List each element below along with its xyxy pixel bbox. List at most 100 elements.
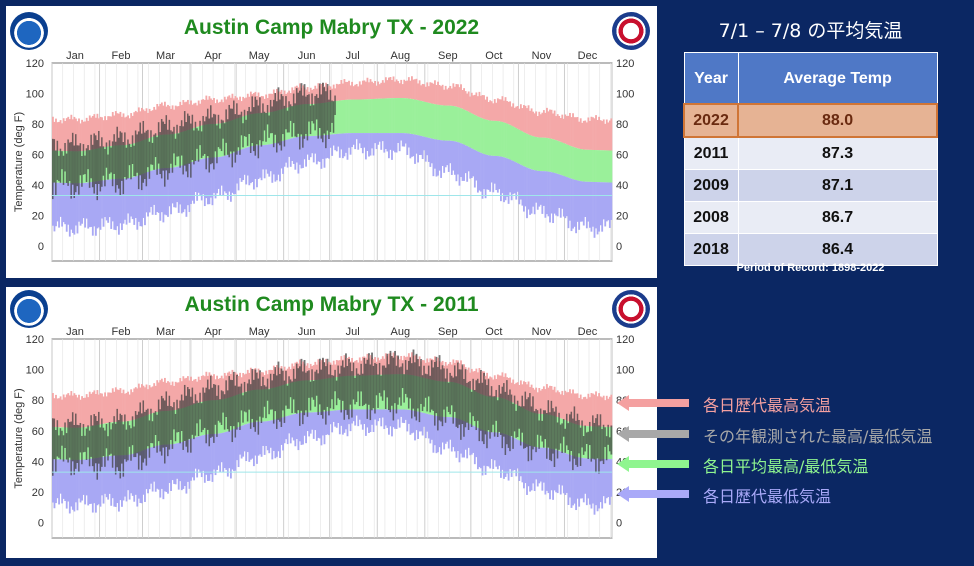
record-low-bar xyxy=(573,179,576,227)
observed-bar xyxy=(588,421,591,446)
record-low-bar xyxy=(96,457,99,506)
observed-bar xyxy=(71,412,74,462)
record-low-bar xyxy=(368,133,370,157)
normal-band-bar xyxy=(570,146,573,179)
normal-band-bar xyxy=(289,106,292,139)
observed-bar xyxy=(131,135,134,165)
normal-band-bar xyxy=(500,121,502,157)
observed-bar xyxy=(150,130,153,165)
record-low-bar xyxy=(331,410,334,433)
record-high-bar xyxy=(220,99,223,124)
month-label: Apr xyxy=(205,326,222,338)
normal-band-bar xyxy=(487,120,490,156)
month-label: Nov xyxy=(532,50,552,62)
record-low-bar xyxy=(199,435,202,473)
normal-band-bar xyxy=(266,112,269,145)
record-high-bar xyxy=(265,370,268,390)
observed-bar xyxy=(90,415,93,457)
record-low-bar xyxy=(216,433,218,470)
observed-bar xyxy=(88,150,91,188)
record-high-bar xyxy=(58,398,60,428)
record-high-bar xyxy=(160,378,163,412)
observed-bar xyxy=(424,373,427,398)
record-low-bar xyxy=(515,162,518,200)
record-high-bar xyxy=(582,397,585,426)
record-high-bar xyxy=(467,367,470,388)
record-low-bar xyxy=(229,430,232,479)
record-low-bar xyxy=(400,409,403,417)
normal-band-bar xyxy=(360,375,363,410)
record-low-bar xyxy=(407,133,410,148)
record-low-bar xyxy=(196,436,199,478)
observed-bar xyxy=(415,353,418,421)
record-low-bar xyxy=(217,433,220,466)
observed-bar xyxy=(98,411,100,464)
record-low-bar xyxy=(117,455,120,512)
observed-bar xyxy=(443,368,446,410)
record-low-bar xyxy=(377,409,380,422)
record-high-bar xyxy=(435,84,438,105)
observed-bar xyxy=(277,87,280,144)
record-low-bar xyxy=(84,182,87,228)
normal-band-bar xyxy=(340,100,343,134)
record-low-bar xyxy=(608,182,611,228)
record-low-bar xyxy=(464,421,467,450)
month-label: Jun xyxy=(298,326,316,338)
observed-bar xyxy=(269,99,272,134)
record-low-bar xyxy=(173,167,176,208)
normal-band-bar xyxy=(515,127,518,163)
observed-bar xyxy=(328,99,330,139)
record-high-bar xyxy=(288,90,291,108)
record-high-bar xyxy=(185,101,188,131)
observed-bar xyxy=(61,430,64,446)
record-high-bar xyxy=(570,393,573,423)
record-low-bar xyxy=(131,453,134,496)
record-high-bar xyxy=(443,89,446,106)
record-high-bar xyxy=(343,355,346,377)
observed-bar xyxy=(246,383,249,422)
record-high-bar xyxy=(231,93,234,121)
record-high-bar xyxy=(121,393,123,422)
observed-bar xyxy=(475,380,478,431)
record-low-bar xyxy=(507,435,510,481)
record-low-bar xyxy=(170,444,172,491)
record-high-bar xyxy=(134,110,137,143)
observed-bar xyxy=(164,123,166,187)
record-high-bar xyxy=(556,114,559,141)
record-high-bar xyxy=(52,116,54,151)
record-low-bar xyxy=(256,145,258,188)
observed-bar xyxy=(397,355,400,405)
observed-bar xyxy=(266,104,269,125)
record-high-bar xyxy=(147,112,149,139)
observed-bar xyxy=(81,156,83,187)
record-high-bar xyxy=(562,395,565,420)
record-low-bar xyxy=(320,135,323,169)
record-high-bar xyxy=(220,375,223,400)
record-low-bar xyxy=(55,459,57,504)
observed-bar xyxy=(213,113,215,170)
observed-bar xyxy=(429,375,432,413)
observed-bar xyxy=(476,378,479,421)
record-low-bar xyxy=(288,415,291,434)
record-low-bar xyxy=(228,154,231,192)
record-high-bar xyxy=(193,103,195,128)
observed-bar xyxy=(127,139,130,179)
record-low-bar xyxy=(68,459,71,514)
observed-bar xyxy=(117,137,120,189)
record-low-bar xyxy=(575,180,578,234)
observed-bar xyxy=(447,382,450,412)
observed-bar xyxy=(291,381,294,414)
record-low-bar xyxy=(559,451,562,495)
record-low-bar xyxy=(318,135,321,162)
record-high-bar xyxy=(383,82,386,99)
record-low-bar xyxy=(211,157,214,206)
observed-bar xyxy=(361,373,364,407)
observed-bar xyxy=(371,352,373,411)
record-high-bar xyxy=(114,387,117,422)
record-low-bar xyxy=(173,443,176,484)
record-low-bar xyxy=(153,169,156,205)
normal-band-bar xyxy=(593,150,596,182)
record-high-bar xyxy=(174,381,177,410)
observed-bar xyxy=(182,400,185,450)
record-low-bar xyxy=(435,415,438,454)
